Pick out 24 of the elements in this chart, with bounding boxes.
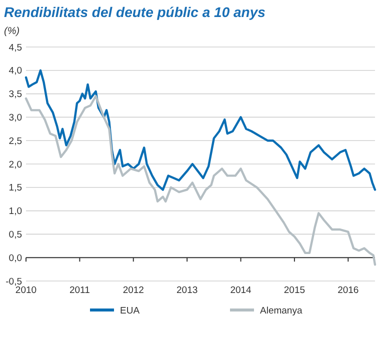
x-tick-label: 2013 [176,285,198,296]
x-tick-label: 2015 [284,285,306,296]
y-tick-label: 3,0 [8,112,22,124]
x-tick-label: 2014 [230,285,252,296]
y-tick-label: 1,0 [8,206,22,218]
y-tick-label: 0,0 [8,252,22,264]
x-tick-label: 2011 [69,285,90,296]
y-tick-label: 4,0 [8,66,22,77]
x-tick-label: 2016 [338,285,359,296]
y-tick-label: -0,5 [6,276,22,288]
legend-label: EUA [120,305,140,316]
y-tick-label: 4,5 [8,42,22,54]
y-tick-label: 2,5 [8,136,22,147]
y-tick-label: 2,0 [8,159,22,170]
y-tick-label: 1,5 [8,182,22,194]
line-series [24,69,376,191]
line-series [24,95,376,266]
y-axis-title: (%) [4,26,20,37]
chart-title: Rendibilitats del deute públic a 10 anys [4,4,266,20]
legend-label: Alemanya [260,305,303,316]
y-tick-label: 0,5 [8,230,22,241]
y-tick-label: 3,5 [8,89,22,100]
x-tick-label: 2012 [122,285,144,296]
x-tick-label: 2010 [15,285,37,296]
